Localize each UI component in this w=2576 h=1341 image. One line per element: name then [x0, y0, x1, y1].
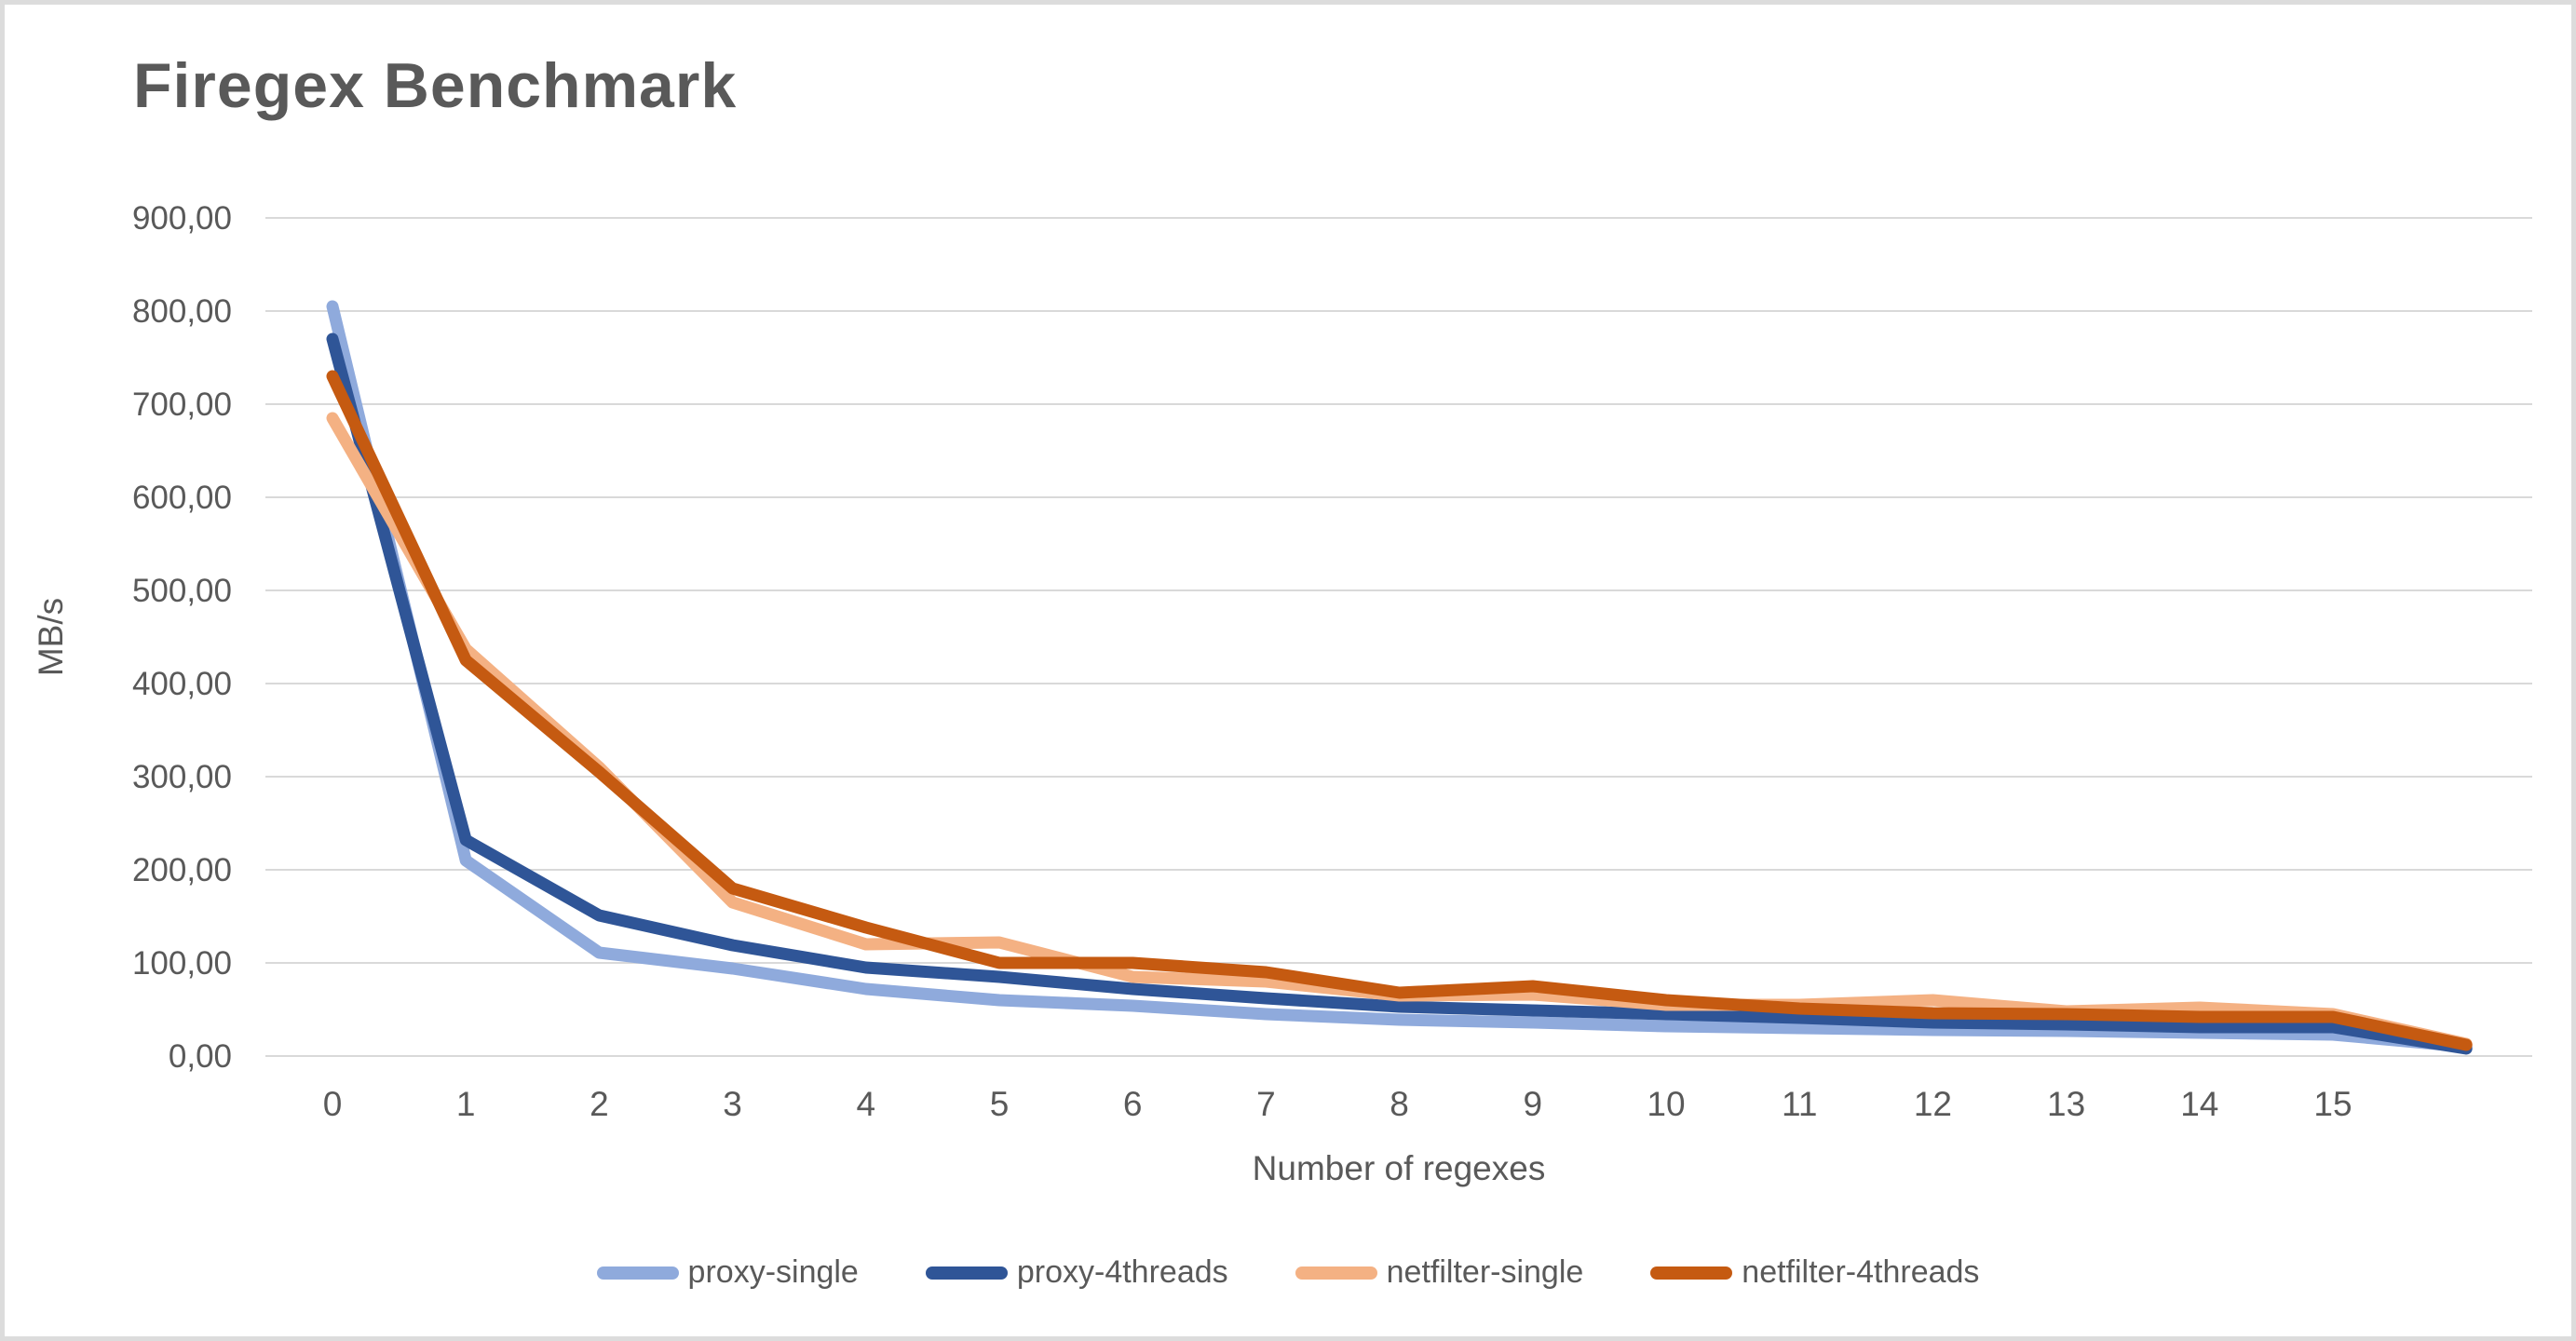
x-tick-label: 11	[1782, 1085, 1817, 1123]
x-tick-label: 12	[1914, 1085, 1952, 1123]
legend-item-netfilter-4threads: netfilter-4threads	[1650, 1254, 1979, 1291]
x-tick-label: 7	[1256, 1085, 1276, 1123]
gridlines	[265, 217, 2532, 1057]
legend-item-proxy-single: proxy-single	[596, 1254, 859, 1291]
legend-swatch-proxy-4threads	[925, 1266, 1008, 1280]
legend: proxy-single proxy-4threads netfilter-si…	[5, 1254, 2571, 1291]
y-axis-tick-labels: 0,00 100,00 200,00 300,00 400,00 500,00 600,00…	[132, 200, 232, 1075]
y-tick-label: 0,00	[169, 1038, 232, 1075]
legend-label-proxy-single: proxy-single	[687, 1254, 859, 1290]
x-tick-label: 8	[1390, 1085, 1409, 1123]
y-tick-label: 600,00	[132, 480, 232, 516]
legend-swatch-netfilter-single	[1295, 1266, 1377, 1280]
legend-label-netfilter-4threads: netfilter-4threads	[1742, 1254, 1980, 1290]
x-tick-label: 3	[723, 1085, 742, 1123]
legend-swatch-proxy-single	[596, 1266, 679, 1280]
y-axis-title: MB/s	[32, 598, 70, 676]
y-tick-label: 400,00	[132, 666, 232, 702]
y-tick-label: 500,00	[132, 573, 232, 609]
series-lines	[326, 300, 2473, 1055]
legend-item-proxy-4threads: proxy-4threads	[925, 1254, 1228, 1291]
legend-item-netfilter-single: netfilter-single	[1295, 1254, 1584, 1291]
series-line-proxy-single	[326, 300, 2473, 1053]
x-tick-label: 1	[456, 1085, 476, 1123]
y-tick-label: 200,00	[132, 852, 232, 888]
x-axis-tick-labels: 0 1 2 3 4 5 6 7 8 9 10 11 12 13 14 15	[323, 1085, 2352, 1123]
x-tick-label: 9	[1524, 1085, 1543, 1123]
x-tick-label: 15	[2313, 1085, 2352, 1123]
legend-label-proxy-4threads: proxy-4threads	[1016, 1254, 1228, 1290]
x-tick-label: 4	[857, 1085, 876, 1123]
y-tick-label: 700,00	[132, 386, 232, 423]
series-line-netfilter-single	[326, 412, 2473, 1050]
line-chart-plot: 0,00 100,00 200,00 300,00 400,00 500,00 600,00…	[32, 200, 2532, 1187]
series-line-proxy-4threads	[326, 332, 2473, 1055]
x-tick-label: 13	[2047, 1085, 2085, 1123]
series-line-netfilter-4threads	[326, 370, 2473, 1051]
legend-swatch-netfilter-4threads	[1650, 1266, 1733, 1280]
x-tick-label: 0	[323, 1085, 343, 1123]
y-tick-label: 100,00	[132, 945, 232, 982]
x-tick-label: 6	[1123, 1085, 1143, 1123]
y-tick-label: 800,00	[132, 293, 232, 330]
chart-title: Firegex Benchmark	[133, 50, 738, 121]
x-tick-label: 5	[990, 1085, 1010, 1123]
y-tick-label: 900,00	[132, 200, 232, 237]
x-tick-label: 2	[590, 1085, 609, 1123]
x-axis-title: Number of regexes	[1253, 1149, 1546, 1187]
x-tick-label: 14	[2180, 1085, 2218, 1123]
x-tick-label: 10	[1647, 1085, 1685, 1123]
legend-label-netfilter-single: netfilter-single	[1386, 1254, 1584, 1290]
y-tick-label: 300,00	[132, 759, 232, 795]
